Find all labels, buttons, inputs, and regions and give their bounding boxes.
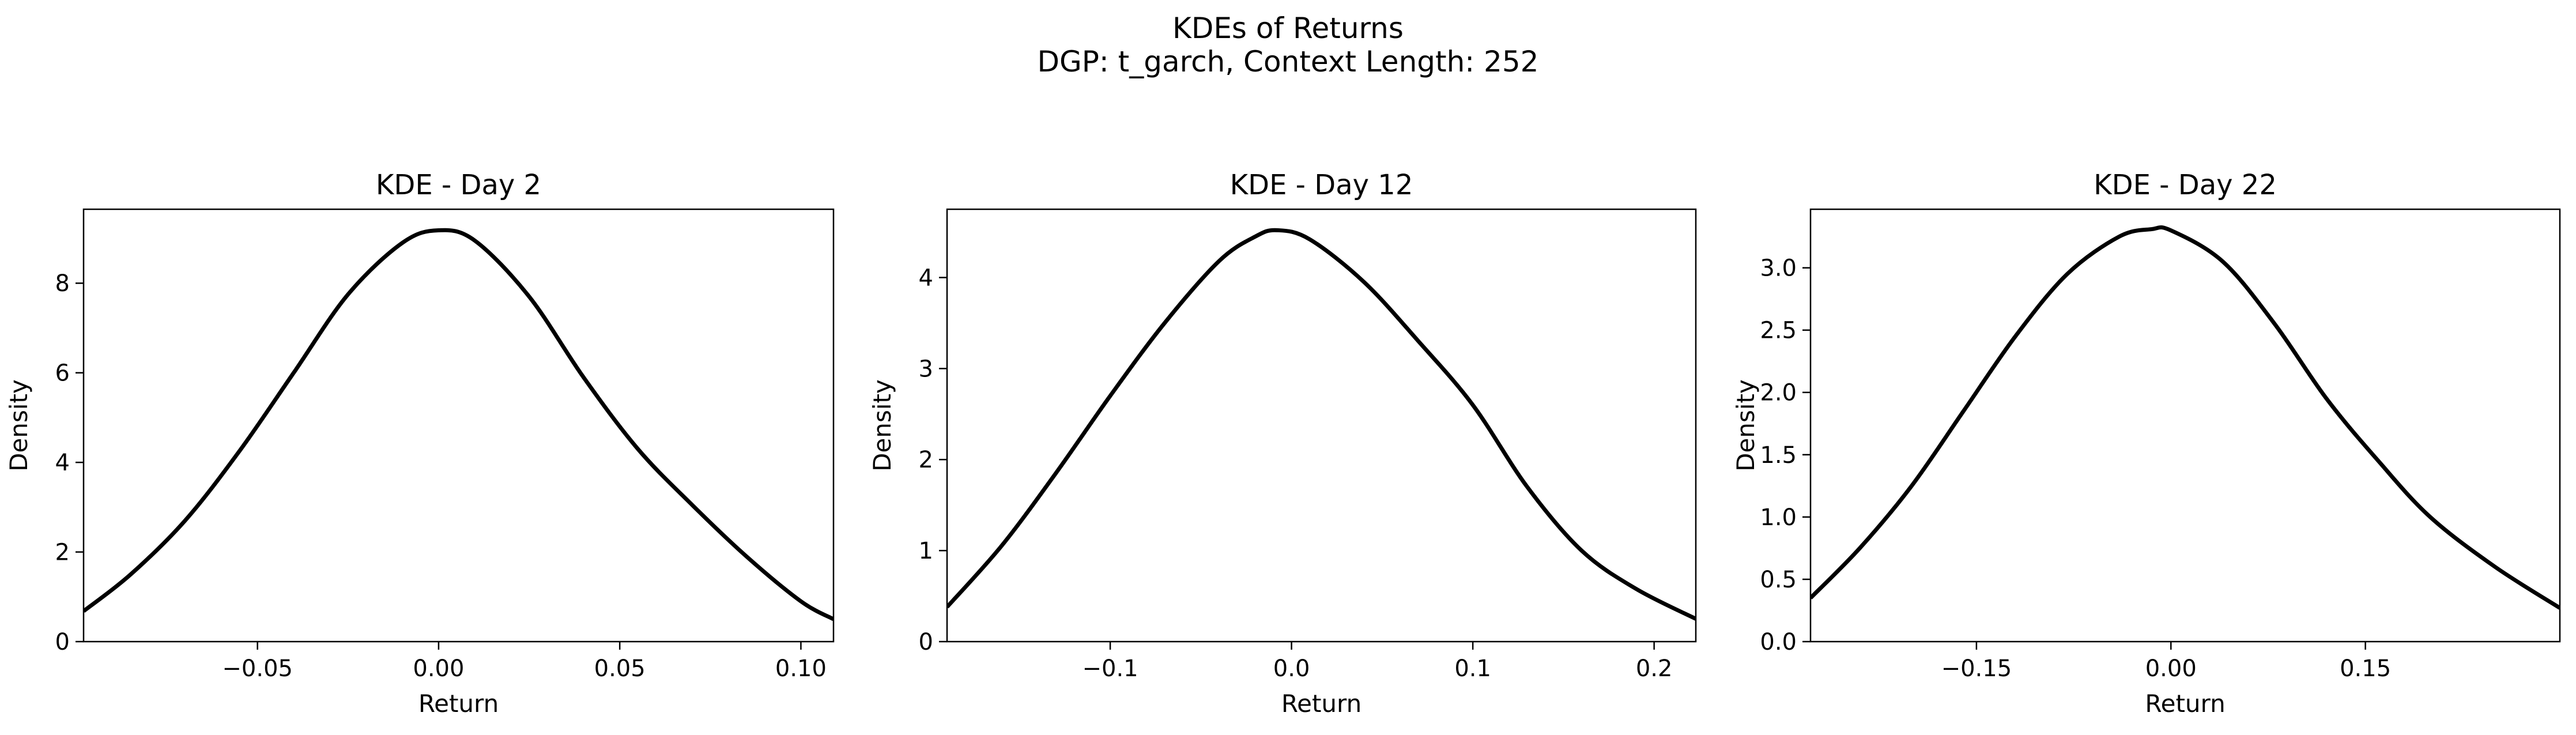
panel-title: KDE - Day 22 <box>2094 169 2277 201</box>
axes-frame <box>946 208 1697 643</box>
x-tick-label: 0.00 <box>413 655 464 682</box>
x-axis-label: Return <box>418 689 499 718</box>
y-tick-label: 0 <box>55 629 70 655</box>
y-axis-label: Density <box>1732 379 1760 472</box>
axes-frame <box>1809 208 2561 643</box>
figure-title-line1: KDEs of Returns <box>1172 12 1404 45</box>
kde-line-1 <box>84 228 833 621</box>
y-tick-label: 1 <box>919 538 933 564</box>
x-tick-label: 0.00 <box>2145 655 2197 682</box>
chart-panel-3: −0.15 0.00 0.15 0.0 0.5 1.0 1.5 2.0 2.5 3.0 KDE - … <box>1732 169 2561 718</box>
x-tick-label: 0.1 <box>1454 655 1491 682</box>
y-tick-label: 0.0 <box>1760 629 1797 655</box>
y-tick-label: 1.5 <box>1760 442 1797 469</box>
x-axis-label: Return <box>1281 689 1361 718</box>
figure-title-line2: DGP: t_garch, Context Length: 252 <box>1037 45 1539 78</box>
y-axis-label: Density <box>868 379 896 472</box>
kde-line-2 <box>947 228 1696 621</box>
panel-title: KDE - Day 12 <box>1230 169 1413 201</box>
y-tick-label: 0.5 <box>1760 567 1797 593</box>
y-tick-label: 8 <box>55 270 70 297</box>
x-tick-label: −0.1 <box>1083 655 1138 682</box>
y-tick-label: 2 <box>919 447 933 473</box>
x-tick-label: 0.0 <box>1273 655 1310 682</box>
y-tick-label: 2.0 <box>1760 380 1797 406</box>
x-tick-label: −0.05 <box>222 655 293 682</box>
y-tick-label: 4 <box>919 265 933 291</box>
x-tick-label: 0.15 <box>2340 655 2391 682</box>
x-tick-label: 0.2 <box>1636 655 1673 682</box>
panel-title: KDE - Day 2 <box>376 169 541 201</box>
y-tick-label: 6 <box>55 360 70 387</box>
x-axis-label: Return <box>2145 689 2225 718</box>
chart-panel-2: −0.1 0.0 0.1 0.2 0 1 2 3 4 KDE - Day 12 Return Dens… <box>868 169 1697 718</box>
x-tick-label: 0.05 <box>594 655 646 682</box>
y-tick-label: 0 <box>919 629 933 655</box>
y-tick-label: 2 <box>55 540 70 566</box>
y-tick-label: 2.5 <box>1760 318 1797 344</box>
y-tick-label: 4 <box>55 450 70 476</box>
y-tick-label: 3.0 <box>1760 255 1797 282</box>
chart-panel-1: −0.05 0.00 0.05 0.10 0 2 4 6 8 KDE - Day 2 Return D… <box>5 169 835 718</box>
y-axis-label: Density <box>5 379 33 472</box>
axes-frame <box>82 208 835 643</box>
x-tick-label: 0.10 <box>775 655 827 682</box>
kde-line-3 <box>1811 225 2560 610</box>
y-tick-label: 3 <box>919 356 933 382</box>
x-tick-label: −0.15 <box>1941 655 2012 682</box>
y-tick-label: 1.0 <box>1760 504 1797 531</box>
